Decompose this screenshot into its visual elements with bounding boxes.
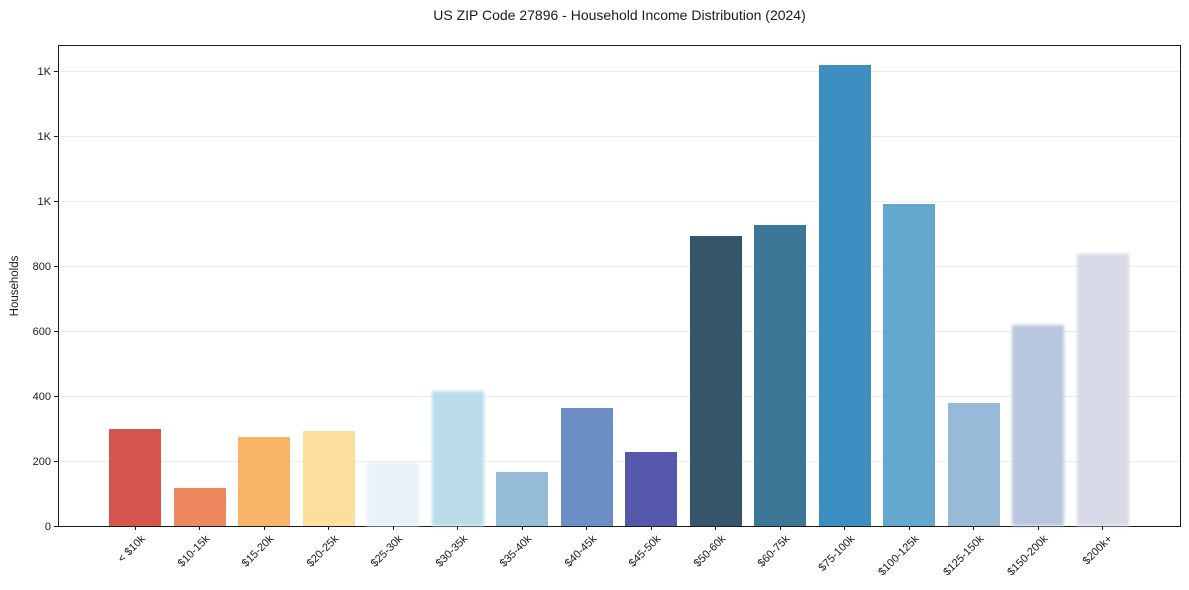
bar bbox=[883, 203, 935, 526]
x-tick-mark bbox=[908, 526, 910, 530]
y-tick-label: 0 bbox=[44, 521, 51, 533]
x-tick-mark bbox=[844, 526, 845, 530]
plot-area: 0 200 400 600 800 1K 1K 1K < $10k $10-15k $15-20k $… bbox=[33, 45, 1181, 578]
bar bbox=[754, 224, 806, 526]
gridline bbox=[59, 395, 1180, 397]
x-tick-mark bbox=[392, 526, 394, 530]
x-tick-mark bbox=[263, 526, 265, 530]
y-tick-label: 800 bbox=[32, 261, 51, 274]
bar bbox=[109, 429, 161, 526]
x-tick-label: < $10k bbox=[115, 533, 148, 566]
bar bbox=[560, 408, 613, 526]
x-tick-mark bbox=[199, 526, 200, 530]
x-tick-mark bbox=[328, 526, 329, 530]
x-tick-mark bbox=[973, 526, 974, 530]
chart-title: US ZIP Code 27896 - Household Income Dis… bbox=[433, 7, 806, 23]
bar bbox=[173, 487, 226, 526]
y-tick-label: 1K bbox=[37, 131, 51, 144]
x-tick-label: $125-150k bbox=[940, 533, 986, 579]
y-tick-mark bbox=[54, 330, 58, 332]
y-tick-mark bbox=[54, 395, 58, 397]
bar bbox=[1012, 325, 1064, 526]
x-tick-label: $40-45k bbox=[562, 533, 599, 570]
x-tick-label: $15-20k bbox=[239, 533, 277, 570]
y-tick-label: 400 bbox=[32, 391, 51, 404]
y-tick-mark bbox=[54, 265, 58, 267]
bar bbox=[625, 451, 677, 526]
x-tick-mark bbox=[586, 526, 587, 530]
x-tick-mark bbox=[1037, 526, 1039, 530]
x-tick-label: $150-200k bbox=[1005, 533, 1051, 579]
y-tick-mark bbox=[54, 525, 58, 527]
bar bbox=[238, 436, 290, 526]
x-tick-label: $50-60k bbox=[691, 533, 728, 570]
x-tick-mark bbox=[521, 526, 523, 530]
bar bbox=[431, 390, 484, 526]
x-tick-mark bbox=[715, 526, 716, 530]
bar bbox=[689, 235, 742, 526]
x-tick-label: $45-50k bbox=[626, 533, 664, 570]
gridline bbox=[59, 200, 1180, 202]
y-tick-mark bbox=[54, 70, 58, 72]
x-tick-label: $60-75k bbox=[755, 533, 793, 570]
y-tick-mark bbox=[54, 135, 58, 137]
bar bbox=[1076, 253, 1129, 526]
y-tick-label: 600 bbox=[32, 326, 51, 339]
y-tick-mark bbox=[54, 460, 58, 462]
gridline bbox=[59, 460, 1180, 462]
bar bbox=[302, 431, 355, 526]
x-tick-mark bbox=[457, 526, 458, 530]
x-tick-mark bbox=[779, 526, 781, 530]
x-tick-mark bbox=[1102, 526, 1103, 530]
x-tick-mark bbox=[650, 526, 652, 530]
y-tick-label: 1K bbox=[37, 196, 51, 209]
x-tick-label: $35-40k bbox=[497, 533, 535, 570]
gridline bbox=[59, 330, 1180, 332]
bar bbox=[496, 472, 548, 526]
x-tick-label: $30-35k bbox=[433, 533, 470, 570]
x-tick-label: $20-25k bbox=[304, 533, 341, 570]
x-tick-label: $100-125k bbox=[876, 533, 922, 579]
gridline bbox=[59, 135, 1180, 137]
x-tick-label: $10-15k bbox=[175, 533, 212, 570]
bar bbox=[367, 461, 419, 526]
y-tick-mark bbox=[54, 200, 58, 202]
x-tick-mark bbox=[134, 526, 136, 530]
y-tick-label: 200 bbox=[32, 456, 51, 469]
y-tick-label: 1K bbox=[37, 66, 51, 79]
x-tick-label: $200k+ bbox=[1080, 533, 1115, 568]
bar bbox=[947, 402, 1000, 526]
gridline bbox=[59, 70, 1180, 72]
x-tick-label: $25-30k bbox=[368, 533, 406, 570]
bar bbox=[818, 65, 871, 526]
x-tick-label: $75-100k bbox=[816, 533, 857, 574]
gridline bbox=[59, 265, 1180, 267]
